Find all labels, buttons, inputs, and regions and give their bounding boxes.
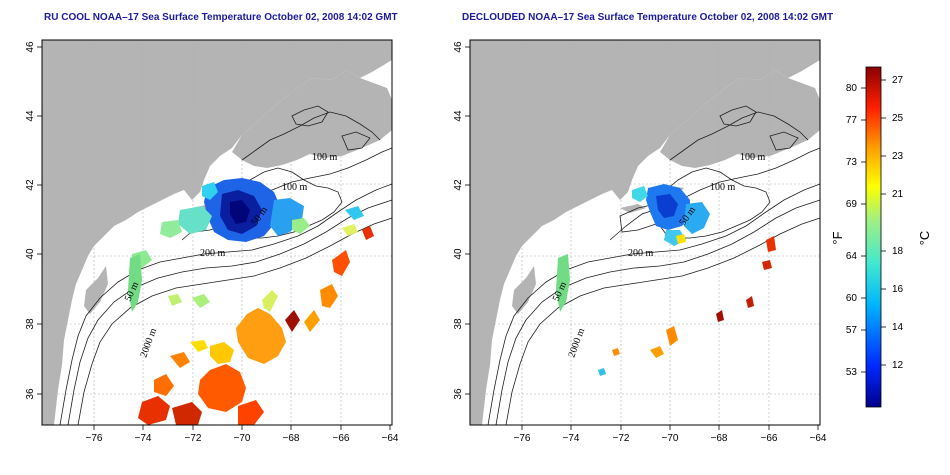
right-sst-field (556, 184, 776, 376)
left-map-panel: 100 m 100 m 50 m 200 m 50 m 2000 m (41, 39, 393, 426)
lon-tick-label: −72 (613, 433, 630, 444)
right-lat-ticks: 46 44 42 40 38 36 (453, 41, 470, 400)
colorbar-f-tick: 80 (846, 83, 858, 94)
right-map-panel: 100 m 100 m 50 m 200 m 50 m 2000 m (469, 39, 821, 426)
lon-tick-label: −66 (761, 433, 778, 444)
right-map-frame (469, 39, 821, 426)
colorbar-f-tick: 60 (846, 293, 858, 304)
contour-label-100m: 100 m (282, 182, 308, 193)
colorbar-f-tick: 73 (846, 157, 858, 168)
colorbar-f-tick: 69 (846, 199, 858, 210)
lat-tick-label: 36 (25, 388, 36, 400)
lon-tick-label: −74 (563, 433, 580, 444)
lat-tick-label: 40 (25, 248, 36, 260)
lat-tick-label: 46 (25, 41, 36, 53)
colorbar-f-tick: 57 (846, 325, 858, 336)
colorbar-f-tick: 53 (846, 367, 858, 378)
lon-tick-label: −76 (86, 433, 103, 444)
contour-label-100m: 100 m (710, 182, 736, 193)
lat-tick-label: 44 (25, 110, 36, 122)
lon-tick-label: −64 (810, 433, 827, 444)
colorbar-c-tick: 23 (892, 151, 904, 162)
right-graticule (470, 40, 820, 425)
lon-tick-label: −70 (234, 433, 251, 444)
colorbar-c-tick: 16 (892, 284, 904, 295)
lon-tick-label: −74 (135, 433, 152, 444)
left-map-frame (41, 39, 393, 426)
colorbar-f-tick: 64 (846, 251, 858, 262)
lon-tick-label: −70 (662, 433, 679, 444)
right-lon-ticks: −76 −74 −72 −70 −68 −66 −64 (514, 425, 827, 444)
contour-label-200m: 200 m (200, 248, 226, 259)
lat-tick-label: 38 (25, 318, 36, 330)
colorbar-c-tick: 25 (892, 113, 904, 124)
right-panel-title: DECLOUDED NOAA–17 Sea Surface Temperatur… (462, 12, 834, 23)
lon-tick-label: −68 (711, 433, 728, 444)
contour-label-100m: 100 m (312, 152, 338, 163)
lat-tick-label: 40 (453, 248, 464, 260)
lon-tick-label: −66 (333, 433, 350, 444)
lon-tick-label: −64 (382, 433, 399, 444)
fahrenheit-unit-label: °F (830, 231, 845, 244)
colorbar-f-tick: 77 (846, 115, 858, 126)
colorbar-c-tick: 21 (892, 189, 904, 200)
contour-label-200m: 200 m (628, 248, 654, 259)
lon-tick-label: −72 (185, 433, 202, 444)
colorbar-c-tick: 27 (892, 75, 904, 86)
colorbar-c-tick: 14 (892, 322, 904, 333)
left-panel-title: RU COOL NOAA–17 Sea Surface Temperature … (44, 12, 398, 23)
left-lat-ticks: 46 44 42 40 38 36 (25, 41, 42, 400)
lat-tick-label: 44 (453, 110, 464, 122)
left-sst-field (128, 178, 374, 425)
colorbar-c-tick: 12 (892, 360, 904, 371)
colorbar-gradient (865, 66, 882, 408)
lat-tick-label: 46 (453, 41, 464, 53)
lat-tick-label: 42 (453, 179, 464, 191)
left-lon-ticks: −76 −74 −72 −70 −68 −66 −64 (86, 425, 399, 444)
lon-tick-label: −68 (283, 433, 300, 444)
colorbar-c-tick: 18 (892, 246, 904, 257)
lat-tick-label: 36 (453, 388, 464, 400)
contour-label-100m: 100 m (740, 152, 766, 163)
lon-tick-label: −76 (514, 433, 531, 444)
temperature-colorbar: 80 77 73 69 64 60 57 53 27 25 23 21 18 1… (830, 66, 932, 408)
lat-tick-label: 38 (453, 318, 464, 330)
lat-tick-label: 42 (25, 179, 36, 191)
celsius-unit-label: °C (917, 231, 932, 246)
